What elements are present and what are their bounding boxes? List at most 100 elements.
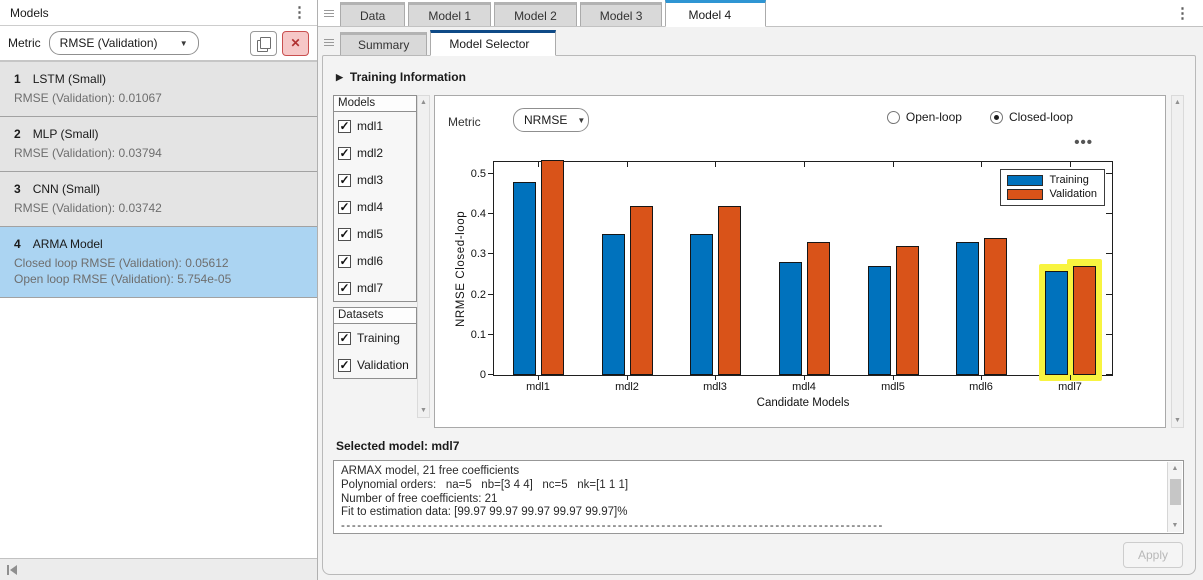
y-axis-label: NRMSE Closed-loop: [455, 210, 467, 327]
radio-closed-loop[interactable]: Closed-loop: [989, 110, 1073, 124]
bar-training-mdl4: [778, 262, 802, 375]
legend-swatch: [1006, 174, 1043, 186]
training-information-header[interactable]: ▶ Training Information: [333, 64, 1184, 95]
models-sidebar-title: Models: [10, 5, 49, 20]
models-checkbox-list: ✓ mdl1 ✓ mdl2 ✓ mdl3 ✓ mdl4 ✓ mdl5 ✓ mdl6 ✓ mdl7: [334, 112, 416, 301]
radio-open-loop[interactable]: Open-loop: [886, 110, 962, 124]
tab-model-selector[interactable]: Model Selector: [430, 30, 557, 56]
chart-scrollbar[interactable]: ▲ ▼: [1171, 95, 1184, 428]
scroll-up-icon[interactable]: ▲: [1171, 465, 1179, 472]
tab-data[interactable]: Data: [340, 2, 406, 26]
chevron-down-icon: ▼: [577, 115, 586, 125]
x-tick: [627, 162, 628, 167]
x-tick: [627, 375, 628, 380]
bar-training-mdl6: [955, 242, 979, 375]
metric-label: Metric: [8, 36, 41, 50]
models-filter-panel: Models ✓ mdl1 ✓ mdl2 ✓ mdl3 ✓ mdl4 ✓ mdl5 ✓ mdl6 ✓ md…: [333, 95, 417, 302]
scroll-down-icon[interactable]: ▼: [1174, 417, 1181, 424]
datasets-checkbox-list: ✓ Training ✓ Validation: [334, 324, 416, 378]
bar-training-mdl1: [512, 182, 536, 375]
selector-row: Models ✓ mdl1 ✓ mdl2 ✓ mdl3 ✓ mdl4 ✓ mdl5 ✓ mdl6 ✓ md…: [333, 95, 1184, 428]
checkbox-item-mdl3[interactable]: ✓ mdl3: [334, 166, 416, 193]
scroll-up-icon[interactable]: ▲: [1174, 99, 1181, 106]
models-panel-menu-icon[interactable]: ⋮: [292, 4, 307, 21]
checkbox-item-mdl6[interactable]: ✓ mdl6: [334, 247, 416, 274]
model-card[interactable]: 2 MLP (Small) RMSE (Validation): 0.03794: [0, 117, 317, 172]
y-tick: [1106, 213, 1112, 214]
axes-options-icon[interactable]: •••: [1074, 134, 1093, 151]
legend-swatch: [1006, 188, 1043, 200]
checkbox-item-training[interactable]: ✓ Training: [334, 324, 416, 351]
checkbox-item-mdl1[interactable]: ✓ mdl1: [334, 112, 416, 139]
checkbox-label: mdl3: [357, 173, 384, 187]
filter-column: Models ✓ mdl1 ✓ mdl2 ✓ mdl3 ✓ mdl4 ✓ mdl5 ✓ mdl6 ✓ md…: [333, 95, 417, 384]
checkbox-icon[interactable]: ✓: [338, 200, 351, 214]
checkbox-label: Validation: [357, 358, 409, 372]
tab-model-4[interactable]: Model 4: [665, 0, 767, 27]
checkbox-item-validation[interactable]: ✓ Validation: [334, 351, 416, 378]
model-card[interactable]: 4 ARMA Model Closed loop RMSE (Validation)…: [0, 227, 317, 298]
x-tick-label: mdl2: [615, 381, 639, 393]
model-index: 2: [14, 127, 21, 141]
model-selector-container: ▶ Training Information Models ✓ mdl1 ✓ mdl2…: [322, 55, 1196, 575]
apply-button[interactable]: Apply: [1122, 542, 1183, 568]
y-tick: [488, 173, 494, 174]
checkbox-item-mdl7[interactable]: ✓ mdl7: [334, 274, 416, 301]
tab-bar-menu-icon[interactable]: ⋮: [1175, 5, 1190, 22]
chart-metric-dropdown[interactable]: NRMSE ▼: [513, 108, 589, 132]
radio-label: Closed-loop: [1008, 110, 1073, 124]
model-name: MLP (Small): [32, 127, 99, 141]
checkbox-icon[interactable]: ✓: [338, 281, 351, 295]
scrollbar-thumb[interactable]: [1170, 479, 1181, 505]
tab-bar-grip-icon[interactable]: [324, 10, 334, 17]
checkbox-label: mdl1: [357, 119, 384, 133]
model-card[interactable]: 3 CNN (Small) RMSE (Validation): 0.03742: [0, 172, 317, 227]
checkbox-icon[interactable]: ✓: [338, 227, 351, 241]
bar-training-mdl7: [1044, 271, 1068, 375]
y-tick-label: 0.1: [470, 329, 486, 341]
checkbox-icon[interactable]: ✓: [338, 146, 351, 160]
collapse-panel-icon[interactable]: [7, 564, 17, 575]
x-axis-label: Candidate Models: [756, 397, 850, 409]
delete-model-button[interactable]: ✕: [282, 30, 309, 56]
x-tick-label: mdl1: [526, 381, 550, 393]
checkbox-icon[interactable]: ✓: [338, 173, 351, 187]
details-scrollbar[interactable]: ▲ ▼: [1167, 462, 1182, 532]
x-tick: [981, 162, 982, 167]
checkbox-icon[interactable]: ✓: [338, 119, 351, 133]
x-tick-label: mdl5: [881, 381, 905, 393]
subtab-bar-grip-icon[interactable]: [324, 39, 334, 46]
model-card[interactable]: 1 LSTM (Small) RMSE (Validation): 0.01067: [0, 62, 317, 117]
tab-summary[interactable]: Summary: [340, 32, 428, 55]
scroll-down-icon[interactable]: ▼: [1171, 522, 1179, 529]
y-tick: [1106, 253, 1112, 254]
checkbox-icon[interactable]: ✓: [338, 358, 351, 372]
model-card-title: 2 MLP (Small): [14, 127, 305, 141]
radio-label: Open-loop: [905, 110, 962, 124]
checkbox-icon[interactable]: ✓: [338, 254, 351, 268]
y-tick-label: 0.2: [470, 289, 486, 301]
tab-model-2[interactable]: Model 2: [494, 2, 577, 26]
x-tick: [715, 375, 716, 380]
loop-radio-group: Open-loop Closed-loop: [886, 110, 1073, 124]
checkbox-label: mdl7: [357, 281, 384, 295]
filter-scrollbar[interactable]: ▲ ▼: [417, 95, 430, 418]
details-line: Number of free coefficients: 21: [341, 492, 498, 505]
model-name: CNN (Small): [32, 182, 101, 196]
scroll-up-icon[interactable]: ▲: [420, 99, 427, 106]
model-details-box[interactable]: ARMAX model, 21 free coefficients Polynom…: [333, 460, 1184, 534]
checkbox-label: mdl2: [357, 146, 384, 160]
checkbox-icon[interactable]: ✓: [338, 331, 351, 345]
checkbox-item-mdl2[interactable]: ✓ mdl2: [334, 139, 416, 166]
checkbox-label: mdl6: [357, 254, 384, 268]
metric-dropdown[interactable]: RMSE (Validation) ▼: [48, 31, 199, 55]
x-tick: [1070, 375, 1071, 380]
tab-model-3[interactable]: Model 3: [579, 2, 663, 26]
tab-model-1[interactable]: Model 1: [408, 2, 492, 26]
checkbox-item-mdl4[interactable]: ✓ mdl4: [334, 193, 416, 220]
scroll-down-icon[interactable]: ▼: [420, 407, 427, 414]
checkbox-item-mdl5[interactable]: ✓ mdl5: [334, 220, 416, 247]
copy-button[interactable]: [250, 30, 277, 56]
x-tick-label: mdl6: [969, 381, 993, 393]
model-index: 4: [14, 237, 21, 251]
